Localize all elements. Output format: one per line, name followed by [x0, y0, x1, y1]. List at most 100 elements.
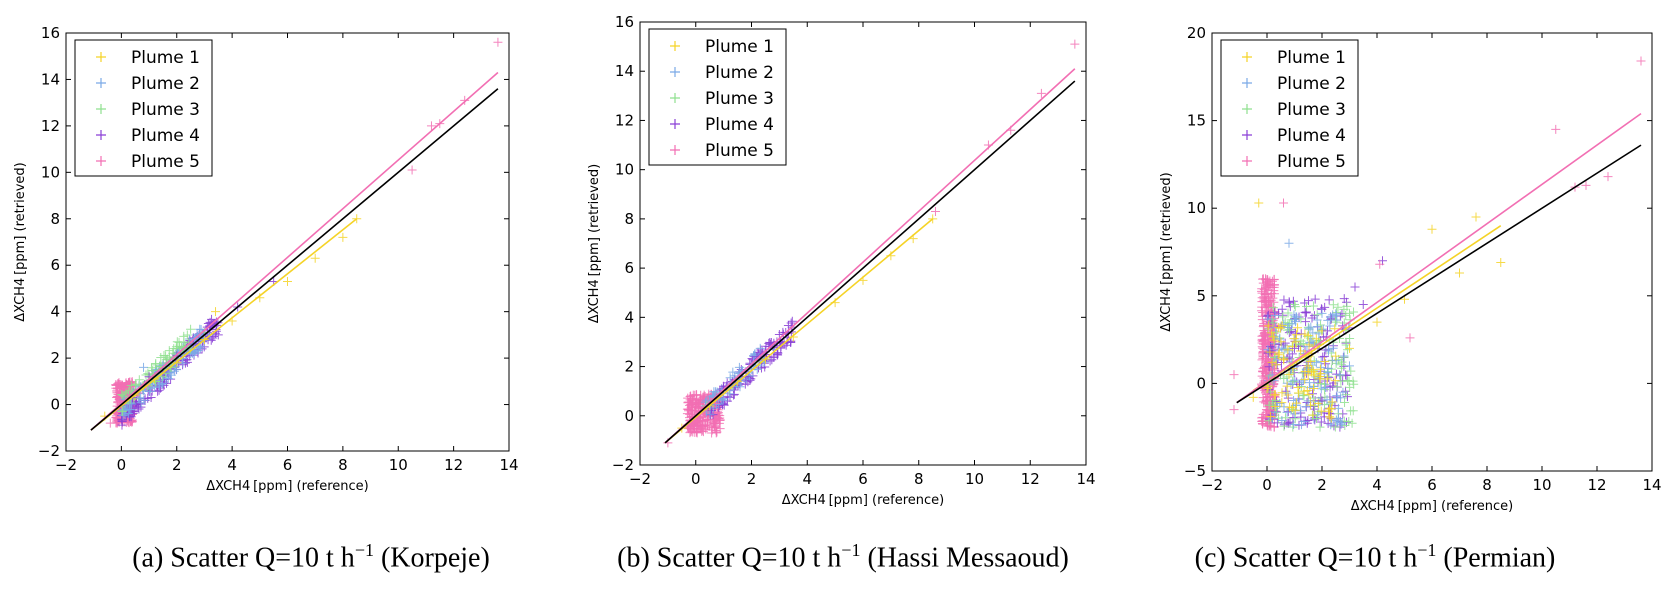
- cluster-point-4: [1291, 337, 1301, 347]
- cluster-point-3: [1309, 381, 1319, 391]
- y-tick-label: 6: [624, 259, 634, 277]
- data-point-plume-1: [1372, 317, 1382, 327]
- legend-marker-plume-2: [96, 78, 106, 88]
- data-point-plume-3: [1345, 308, 1354, 318]
- cluster-point-2: [1348, 406, 1358, 416]
- y-axis-label: ΔXCH4 [ppm] (retrieved): [13, 162, 32, 322]
- caption-a-prefix: (a) Scatter Q=10: [132, 542, 320, 574]
- cluster-point-0: [1260, 339, 1270, 349]
- cluster-point-4: [1267, 328, 1277, 338]
- data-point-plume-1: [352, 214, 362, 224]
- legend-marker-plume-3: [1242, 104, 1252, 114]
- cluster-point-1: [1288, 412, 1298, 422]
- cluster-point-4: [1309, 384, 1319, 394]
- cluster-point-1: [1310, 294, 1320, 304]
- cluster-point-4: [1315, 364, 1325, 374]
- cluster-point-2: [725, 389, 735, 399]
- cluster-point-0: [692, 428, 702, 438]
- cluster-point-2: [1345, 334, 1355, 344]
- x-tick-label: 6: [858, 470, 868, 488]
- legend-label-plume-2: Plume 2: [1277, 74, 1346, 94]
- cluster-point-1: [1303, 415, 1313, 425]
- cluster-point-2: [1272, 327, 1282, 337]
- cluster-point-2: [1298, 391, 1308, 401]
- data-point-plume-2: [1284, 238, 1294, 248]
- cluster-point-3: [1267, 414, 1277, 424]
- cluster-point-3: [161, 355, 171, 365]
- cluster-point-3: [1270, 407, 1280, 417]
- cluster-point-4: [1288, 342, 1298, 352]
- data-point-plume-5: [493, 37, 503, 47]
- data-point-plume-5: [1036, 88, 1046, 98]
- data-point-plume-4: [741, 371, 751, 381]
- cluster-point-4: [1322, 374, 1332, 384]
- legend-label-plume-1: Plume 1: [131, 48, 200, 68]
- data-point-plume-5: [1405, 333, 1415, 343]
- legend-label-plume-3: Plume 3: [1277, 100, 1346, 120]
- cluster-point-0: [1258, 364, 1268, 374]
- cluster-point-0: [686, 427, 696, 437]
- plot-area: [1229, 56, 1646, 432]
- fit-line-plume-1: [664, 218, 934, 444]
- data-point-plume-4: [1290, 343, 1299, 353]
- legend-label-plume-4: Plume 4: [1277, 126, 1346, 146]
- y-tick-label: 2: [50, 349, 60, 367]
- data-point-plume-5: [1229, 370, 1239, 380]
- cluster-point-3: [1323, 363, 1333, 373]
- cluster-point-4: [1262, 383, 1272, 393]
- y-tick-label: 10: [1187, 199, 1206, 217]
- y-tick-label: 14: [615, 62, 634, 80]
- legend-label-plume-5: Plume 5: [131, 152, 200, 172]
- cluster-point-1: [117, 416, 127, 426]
- y-tick-label: 20: [1187, 24, 1206, 42]
- legend-marker-plume-5: [670, 145, 680, 155]
- cluster-point-3: [156, 353, 166, 363]
- legend-marker-plume-5: [1242, 156, 1252, 166]
- cluster-point-2: [1290, 414, 1300, 424]
- legend: Plume 1 Plume 2 Plume 3 Plume 4 Plume 5: [74, 39, 213, 177]
- y-tick-label: −2: [612, 456, 634, 474]
- cluster-point-3: [1311, 358, 1321, 368]
- data-point-plume-1: [1471, 212, 1481, 222]
- cluster-point-4: [1267, 357, 1277, 367]
- data-point-plume-1: [1254, 198, 1264, 208]
- cluster-point-0: [1257, 302, 1267, 312]
- one-to-one-line: [664, 80, 1076, 444]
- x-tick-label: 0: [1262, 476, 1272, 494]
- data-point-plume-5: [407, 165, 417, 175]
- cluster-point-3: [1286, 380, 1296, 390]
- x-tick-label: 10: [1532, 476, 1551, 494]
- cluster-point-3: [1290, 409, 1300, 419]
- y-tick-label: 12: [41, 117, 60, 135]
- cluster-point-1: [1279, 295, 1289, 305]
- cluster-point-3: [1328, 343, 1338, 353]
- caption-c-prefix: (c) Scatter Q=10: [1194, 542, 1382, 574]
- y-tick-label: 0: [1196, 374, 1206, 392]
- legend-marker-plume-2: [670, 67, 680, 77]
- cluster-point-3: [131, 380, 141, 390]
- y-tick-label: −5: [1184, 462, 1206, 480]
- cluster-point-0: [1262, 289, 1272, 299]
- legend-label-plume-1: Plume 1: [1277, 48, 1346, 68]
- cluster-point-2: [1333, 302, 1343, 312]
- cluster-point-2: [1341, 310, 1351, 320]
- cluster-point-3: [1297, 420, 1307, 430]
- cluster-point-3: [1326, 398, 1336, 408]
- legend-marker-plume-3: [670, 93, 680, 103]
- cluster-point-2: [1315, 422, 1325, 432]
- cluster-point-0: [700, 420, 710, 430]
- cluster-point-3: [1277, 415, 1287, 425]
- data-point-plume-3: [1290, 300, 1299, 310]
- data-point-plume-5: [1581, 180, 1591, 190]
- cluster-point-3: [1333, 417, 1343, 427]
- cluster-point-2: [708, 403, 718, 413]
- cluster-point-2: [1268, 318, 1278, 328]
- cluster-point-3: [1282, 407, 1292, 417]
- cluster-point-3: [1298, 375, 1308, 385]
- data-point-plume-1: [928, 214, 938, 224]
- caption-c-unit: t h: [1381, 542, 1418, 574]
- caption-a-suffix: (Korpeje): [373, 542, 490, 574]
- cluster-point-3: [1332, 391, 1342, 401]
- y-tick-label: 14: [41, 70, 60, 88]
- cluster-point-0: [1266, 358, 1276, 368]
